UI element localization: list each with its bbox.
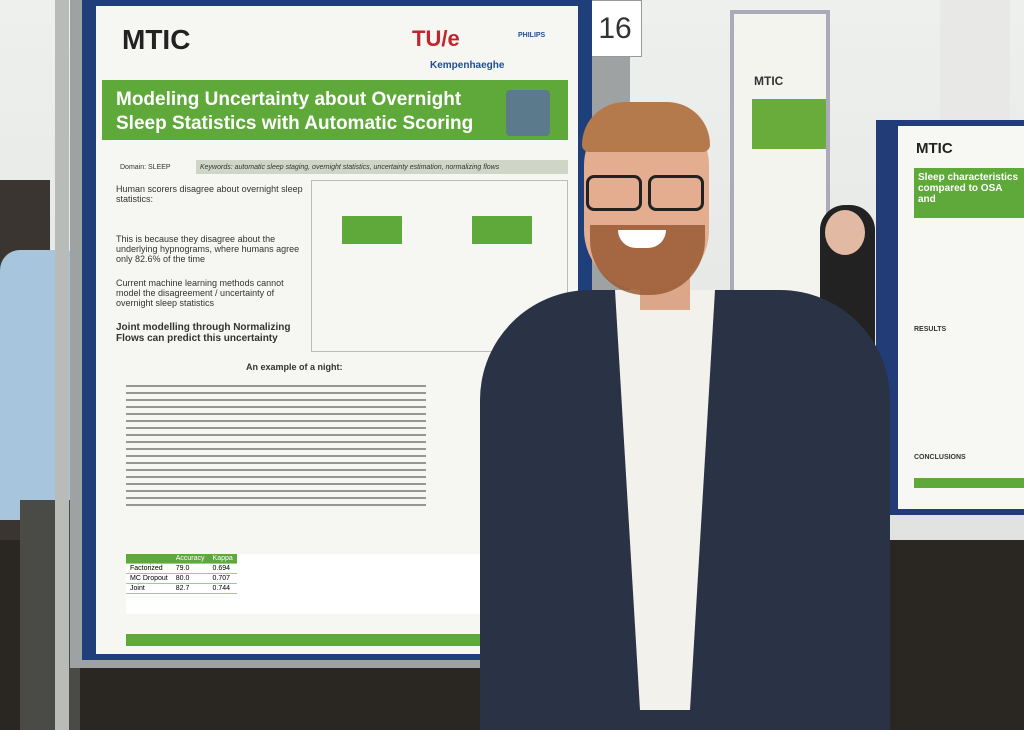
poster: MTIC TU/e PHILIPS Kempenhaeghe Modeling …: [96, 6, 578, 654]
cell: 0.707: [208, 573, 237, 584]
bullet: Human scorers disagree about overnight s…: [116, 184, 303, 204]
woman-face: [825, 210, 865, 255]
domain: Domain: SLEEP: [120, 164, 171, 171]
bullet: This is because they disagree about the …: [116, 234, 300, 264]
title-bar: Modeling Uncertainty about Overnight Sle…: [102, 80, 568, 140]
glasses: [648, 175, 704, 211]
cell: Factorized: [126, 563, 172, 574]
bullet: Current machine learning methods cannot …: [116, 278, 284, 308]
keywords: Keywords: automatic sleep staging, overn…: [200, 164, 500, 171]
partner-logo: TU/e: [412, 26, 460, 51]
partner-logo: Kempenhaeghe: [430, 60, 505, 71]
author-photo: [506, 90, 550, 136]
cell: Joint: [126, 583, 172, 594]
section-title: An example of a night:: [246, 362, 343, 372]
board-number: 16: [588, 0, 642, 57]
cell: 0.744: [208, 583, 237, 594]
cell: 82.7: [171, 583, 209, 594]
logo: MTIC: [916, 140, 953, 157]
board-pole: [55, 0, 69, 730]
title-bar: [752, 99, 826, 149]
middle-poster: MTIC: [730, 10, 830, 328]
logo: MTIC: [754, 74, 784, 88]
smile: [618, 230, 666, 248]
header-cell: Kappa: [208, 554, 237, 564]
table-row: Factorized 79.0 0.694: [126, 563, 237, 574]
poster-title: Modeling Uncertainty about Overnight Sle…: [116, 89, 474, 134]
glasses: [586, 175, 642, 211]
bullet-list: Human scorers disagree about overnight s…: [116, 184, 306, 358]
section: RESULTS: [914, 326, 947, 333]
header-cell: [126, 554, 172, 564]
hair: [582, 102, 710, 152]
cell: 79.0: [171, 563, 209, 574]
logo: MTIC: [122, 24, 191, 55]
bullet: Joint modelling through Normalizing Flow…: [116, 322, 291, 344]
cell: MC Dropout: [126, 573, 172, 584]
diagram: [311, 180, 568, 352]
title: Sleep characteristics compared to OSA an…: [918, 172, 1019, 205]
cell: 0.694: [208, 563, 237, 574]
cell: 80.0: [171, 573, 209, 584]
poster-frame: MTIC TU/e PHILIPS Kempenhaeghe Modeling …: [82, 0, 592, 660]
partner-logo: PHILIPS: [518, 32, 546, 39]
section: CONCLUSIONS: [914, 454, 966, 461]
header-cell: Accuracy: [171, 554, 209, 564]
hypnograms: [126, 380, 426, 510]
results-table: Accuracy Kappa Factorized 79.0 0.694 MC Dropo…: [126, 554, 496, 614]
table: Accuracy Kappa Factorized 79.0 0.694 MC Dropo…: [126, 554, 237, 594]
pillar: [940, 0, 1010, 120]
table-header: Accuracy Kappa: [126, 554, 237, 564]
right-poster: MTIC Sleep characteristics compared to O…: [876, 120, 1024, 515]
table-row: MC Dropout 80.0 0.707: [126, 573, 237, 584]
table-row: Joint 82.7 0.744: [126, 583, 237, 594]
